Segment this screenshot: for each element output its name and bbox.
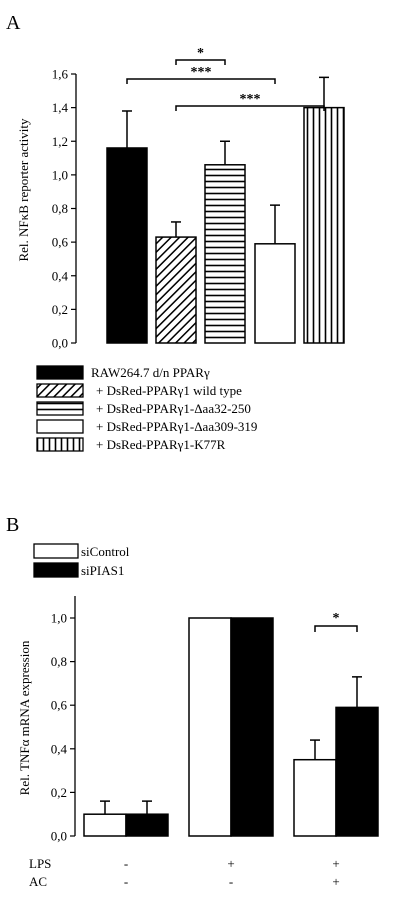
panel-a-y-tick-label: 1,6 bbox=[52, 67, 69, 82]
panel-a-bar bbox=[303, 106, 345, 344]
panel-a-bar bbox=[155, 236, 197, 344]
panel-a-significance-bracket bbox=[126, 78, 276, 84]
panel-b-label: B bbox=[6, 514, 19, 536]
panel-b-significance-bracket bbox=[314, 625, 358, 632]
panel-a-legend-swatch bbox=[36, 419, 84, 434]
panel-a-significance-bracket bbox=[175, 59, 226, 65]
panel-a-bar bbox=[204, 164, 246, 344]
panel-a-y-tick-label: 0,0 bbox=[52, 336, 68, 351]
panel-b-y-tick-label: 0,4 bbox=[51, 741, 68, 756]
panel-b-y-tick-label: 0,6 bbox=[51, 698, 68, 713]
panel-b-legend-entry: siPIAS1 bbox=[81, 563, 124, 578]
panel-b-legend-swatch bbox=[33, 562, 79, 578]
panel-a-y-tick-label: 1,2 bbox=[52, 134, 68, 149]
panel-a-significance-bracket bbox=[175, 105, 325, 111]
panel-b-significance-label: * bbox=[333, 611, 340, 626]
panel-b-legend-swatch bbox=[33, 543, 79, 559]
panel-b-y-tick-label: 0,2 bbox=[51, 785, 67, 800]
panel-b-bar bbox=[230, 617, 274, 837]
panel-a-significance-label: *** bbox=[240, 92, 261, 107]
panel-b-condition-label: AC bbox=[29, 874, 47, 889]
panel-a-legend-entry: + DsRed-PPARγ1-Δaa309-319 bbox=[96, 419, 257, 434]
panel-a-legend-entry: + DsRed-PPARγ1 wild type bbox=[96, 383, 242, 398]
panel-a-legend-entry: + DsRed-PPARγ1-K77R bbox=[96, 437, 226, 452]
panel-b-condition-value: + bbox=[332, 856, 339, 871]
panel-b-legend-entry: siControl bbox=[81, 544, 130, 559]
panel-b-condition-value: + bbox=[332, 874, 339, 889]
panel-a-chart: 0,00,20,40,60,81,01,21,41,6 *******RAW264… bbox=[36, 46, 345, 452]
panel-a-legend-swatch bbox=[36, 401, 84, 416]
panel-a-y-tick-label: 0,6 bbox=[52, 235, 69, 250]
panel-a-y-tick-label: 0,2 bbox=[52, 302, 68, 317]
panel-b-bar bbox=[188, 617, 232, 837]
panel-a-legend-entry: RAW264.7 d/n PPARγ bbox=[91, 365, 210, 380]
panel-b-condition-label: LPS bbox=[29, 856, 51, 871]
panel-b-y-tick-label: 1,0 bbox=[51, 611, 67, 626]
panel-b-condition-value: - bbox=[124, 874, 128, 889]
panel-b-condition-value: - bbox=[124, 856, 128, 871]
panel-b-condition-value: - bbox=[229, 874, 233, 889]
panel-a-y-tick-label: 0,4 bbox=[52, 268, 69, 283]
panel-a-significance-label: *** bbox=[191, 65, 212, 80]
panel-b-bar bbox=[335, 706, 379, 837]
panel-b-y-tick-label: 0,0 bbox=[51, 829, 67, 844]
panel-a-legend-swatch bbox=[36, 383, 84, 398]
panel-a-legend-swatch bbox=[36, 365, 84, 380]
panel-b-y-tick-label: 0,8 bbox=[51, 654, 67, 669]
panel-a-significance-label: * bbox=[197, 46, 204, 61]
panel-b-condition-value: + bbox=[227, 856, 234, 871]
panel-a-y-tick-label: 0,8 bbox=[52, 201, 68, 216]
panel-b-bar bbox=[83, 813, 127, 837]
panel-a-bar bbox=[106, 147, 148, 344]
panel-a-bar bbox=[254, 243, 296, 344]
panel-b-bar bbox=[293, 758, 337, 837]
panel-a-legend-swatch bbox=[36, 437, 84, 452]
panel-a-legend-entry: + DsRed-PPARγ1-Δaa32-250 bbox=[96, 401, 251, 416]
panel-b-bar bbox=[125, 813, 169, 837]
panel-a-y-tick-label: 1,4 bbox=[52, 100, 69, 115]
panel-a-y-axis-label: Rel. NFκB reporter activity bbox=[16, 118, 31, 262]
panel-a-label: A bbox=[6, 12, 21, 34]
panel-b-chart: siControl siPIAS1 0,0 0,2 0,4 0,6 0,8 1,0 * LPS - +… bbox=[29, 543, 379, 889]
panel-b-y-axis-label: Rel. TNFα mRNA expression bbox=[17, 640, 32, 795]
panel-a-y-tick-label: 1,0 bbox=[52, 167, 68, 182]
